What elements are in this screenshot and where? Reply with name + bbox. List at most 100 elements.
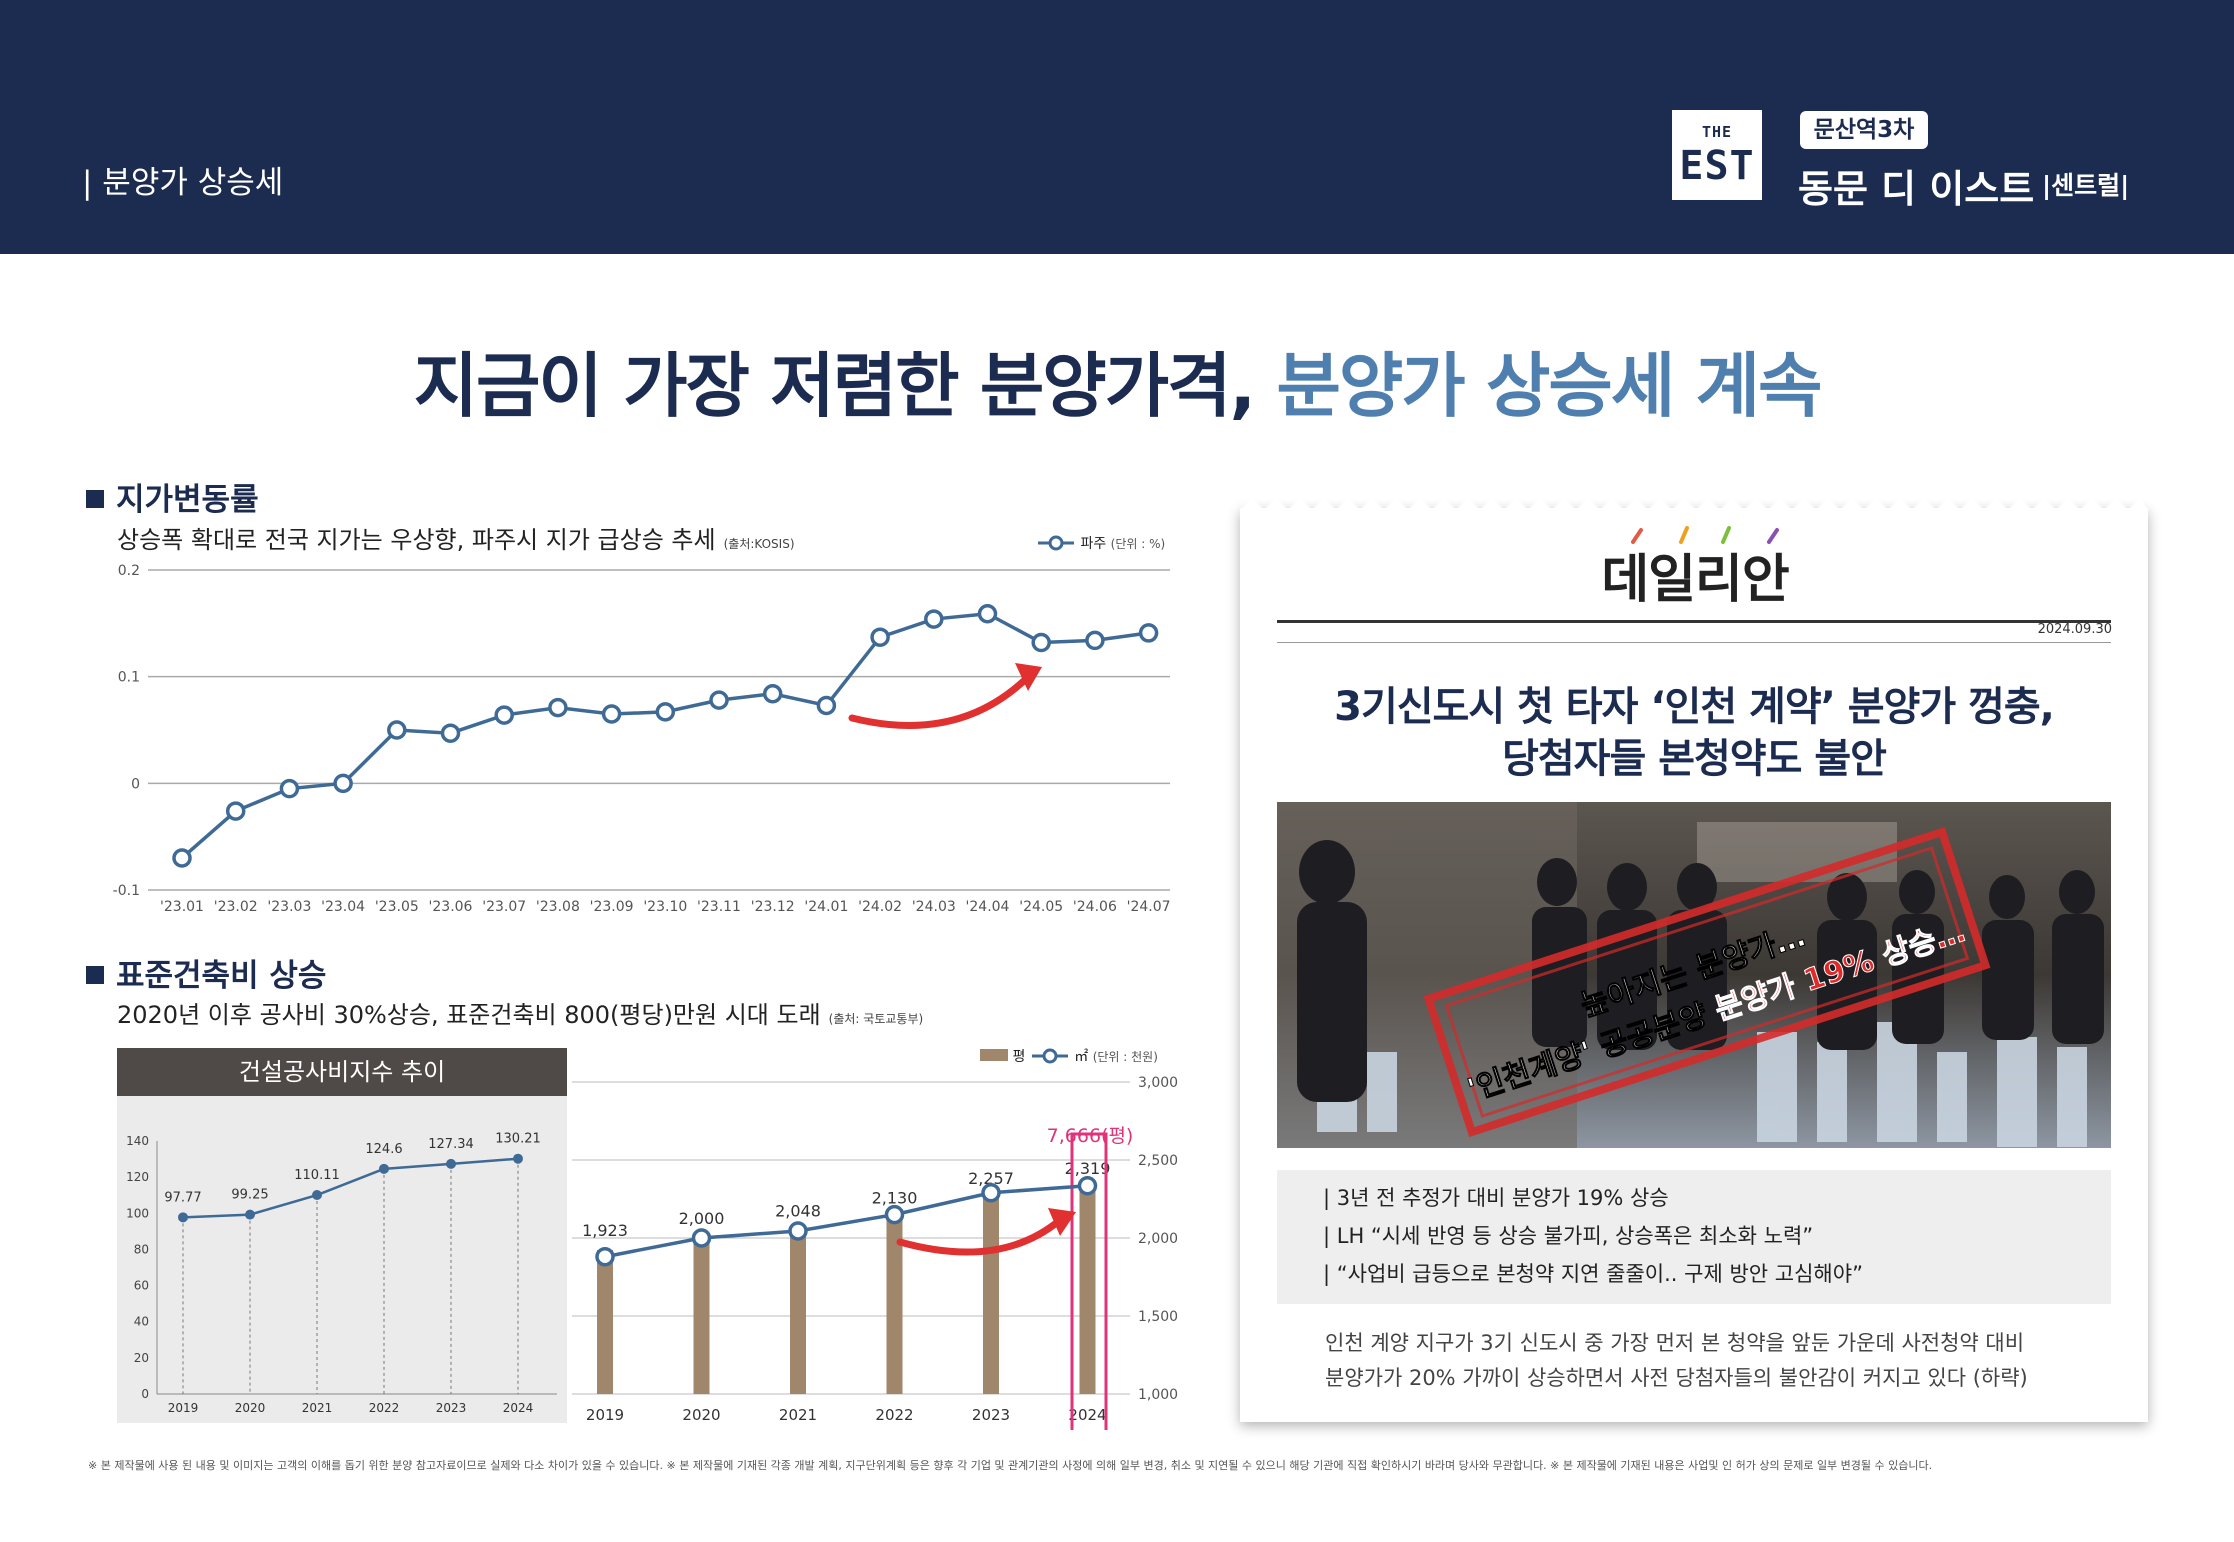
square-bullet-icon	[86, 966, 104, 984]
data-label: 124.6	[365, 1142, 402, 1157]
data-point	[595, 1246, 615, 1267]
x-tick-label: '23.11	[697, 899, 741, 915]
news-bullet: | 3년 전 추정가 대비 분양가 19% 상승	[1323, 1186, 1669, 1210]
paper-logo-accents	[1631, 526, 1779, 544]
headline-main: 지금이 가장 저렴한 분양가격,	[413, 345, 1277, 427]
data-point	[494, 705, 514, 725]
data-label: 130.21	[495, 1132, 541, 1147]
x-tick-label: 2024	[503, 1401, 534, 1415]
bar	[1079, 1188, 1096, 1394]
x-tick-label: '23.02	[214, 899, 258, 915]
bar	[790, 1230, 806, 1394]
project-badge: 문산역3차	[1800, 111, 1928, 149]
y-tick-label: 0	[141, 1387, 149, 1401]
disclaimer: ※ 본 제작물에 사용 된 내용 및 이미지는 고객의 이해를 돕기 위한 분양…	[88, 1459, 1933, 1472]
data-label: 127.34	[428, 1137, 474, 1152]
y-tick-label: -0.1	[113, 883, 140, 899]
series-line	[604, 1183, 1088, 1259]
x-tick-label: 2023	[436, 1401, 467, 1415]
line-marker-icon	[1038, 535, 1074, 551]
data-point	[924, 609, 944, 629]
y-tick-label: 1,500	[1138, 1309, 1178, 1325]
data-point	[548, 697, 568, 718]
data-point	[312, 1190, 322, 1201]
data-point	[178, 1212, 188, 1223]
y-tick-label: 140	[126, 1134, 149, 1148]
news-headline-2: 당첨자들 본청약도 불안	[1502, 736, 1887, 782]
bar	[597, 1250, 613, 1394]
cost-index-chart: 140 120 100 80 60 40 20 0 97.77 2019 99.25 2020 110.…	[126, 1132, 557, 1415]
y-tick-label: 0.1	[118, 670, 140, 686]
series-line	[182, 1157, 519, 1219]
x-tick-label: '24.04	[966, 899, 1010, 915]
data-point	[870, 627, 890, 647]
land-section-title: 지가변동률	[86, 474, 259, 519]
data-point	[788, 1221, 808, 1241]
y-tick-label: 1,000	[1138, 1387, 1178, 1403]
news-summary-box: | 3년 전 추정가 대비 분양가 19% 상승 | LH “시세 반영 등 상…	[1277, 1170, 2111, 1304]
cost-section-title: 표준건축비 상승	[86, 950, 326, 995]
x-tick-label: 2019	[168, 1401, 199, 1415]
x-tick-label: '24.06	[1073, 899, 1117, 915]
standard-cost-chart: 3,000 2,500 2,000 1,500 1,000 1,923 2019 2,000…	[572, 1075, 1178, 1430]
x-tick-label: '23.08	[536, 899, 580, 915]
data-point	[977, 603, 998, 624]
y-tick-label: 20	[134, 1351, 149, 1365]
y-tick-label: 2,500	[1138, 1153, 1178, 1169]
news-date: 2024.09.30	[2037, 622, 2112, 637]
x-tick-label: '24.07	[1127, 899, 1171, 915]
land-source: (출처:KOSIS)	[723, 537, 795, 551]
data-point	[513, 1153, 523, 1164]
data-label: 99.25	[231, 1188, 268, 1203]
y-tick-label: 0	[131, 776, 140, 792]
x-tick-label: '23.12	[751, 899, 795, 915]
trend-arrow-head	[1048, 1208, 1076, 1236]
bar-label: 2,130	[872, 1189, 918, 1208]
data-point	[709, 690, 729, 710]
highlight-box	[1070, 1132, 1108, 1430]
y-tick-label: 2,000	[1138, 1231, 1178, 1247]
x-tick-label: '23.07	[482, 899, 526, 915]
brand-logo: THE EST	[1672, 110, 1762, 200]
bar-label: 2,000	[679, 1209, 725, 1228]
page-headline: 지금이 가장 저렴한 분양가격, 분양가 상승세 계속	[0, 330, 2234, 431]
x-tick-label: '24.02	[858, 899, 902, 915]
land-change-chart: 0.2 0.1 0 -0.1 '23.01 '23.02 '23.03 '23.04 '23.…	[113, 563, 1171, 915]
x-tick-label: 2020	[682, 1406, 720, 1424]
divider	[1277, 620, 2111, 623]
x-tick-label: '24.01	[804, 899, 848, 915]
data-point	[379, 1163, 389, 1174]
x-tick-label: '24.03	[912, 899, 956, 915]
news-body-line: 분양가가 20% 가까이 상승하면서 사전 당첨자들의 불안감이 커지고 있다 …	[1325, 1366, 2028, 1390]
x-tick-label: 2019	[586, 1406, 624, 1424]
data-point	[884, 1204, 905, 1225]
x-tick-label: '23.05	[375, 899, 419, 915]
trend-arrow	[848, 671, 1034, 730]
x-tick-label: '23.01	[160, 899, 204, 915]
bar-label: 2,319	[1065, 1159, 1111, 1178]
cost-section-subtitle: 2020년 이후 공사비 30%상승, 표준건축비 800(평당)만원 시대 도…	[117, 1001, 924, 1029]
bar	[983, 1197, 999, 1394]
data-point	[816, 695, 837, 716]
x-tick-label: '24.05	[1019, 899, 1063, 915]
data-point	[279, 778, 300, 799]
news-photo: 높아지는 분양가… '인천계양' 공공분양 분양가 19% 상승…	[1277, 802, 2111, 1148]
logo-bottom-text: EST	[1679, 143, 1755, 189]
data-point	[446, 1158, 456, 1169]
x-tick-label: 2023	[972, 1406, 1010, 1424]
brand-name: 동문 디 이스트	[1798, 167, 2035, 211]
square-bullet-icon	[86, 490, 104, 508]
x-tick-label: 2022	[875, 1406, 913, 1424]
news-headline-1: 3기신도시 첫 타자 ‘인천 계약’ 분양가 껑충,	[1334, 684, 2055, 730]
x-tick-label: 2024	[1068, 1406, 1106, 1424]
bar-label: 1,923	[582, 1221, 628, 1240]
y-tick-label: 120	[126, 1170, 149, 1184]
trend-arrow-head	[1015, 663, 1042, 691]
y-tick-label: 60	[134, 1279, 149, 1293]
bar-label: 2,257	[968, 1169, 1014, 1188]
y-tick-label: 3,000	[1138, 1075, 1178, 1091]
data-point	[333, 773, 353, 794]
x-tick-label: '23.03	[267, 899, 311, 915]
data-point	[387, 720, 407, 740]
headline-accent: 분양가 상승세 계속	[1276, 345, 1822, 427]
